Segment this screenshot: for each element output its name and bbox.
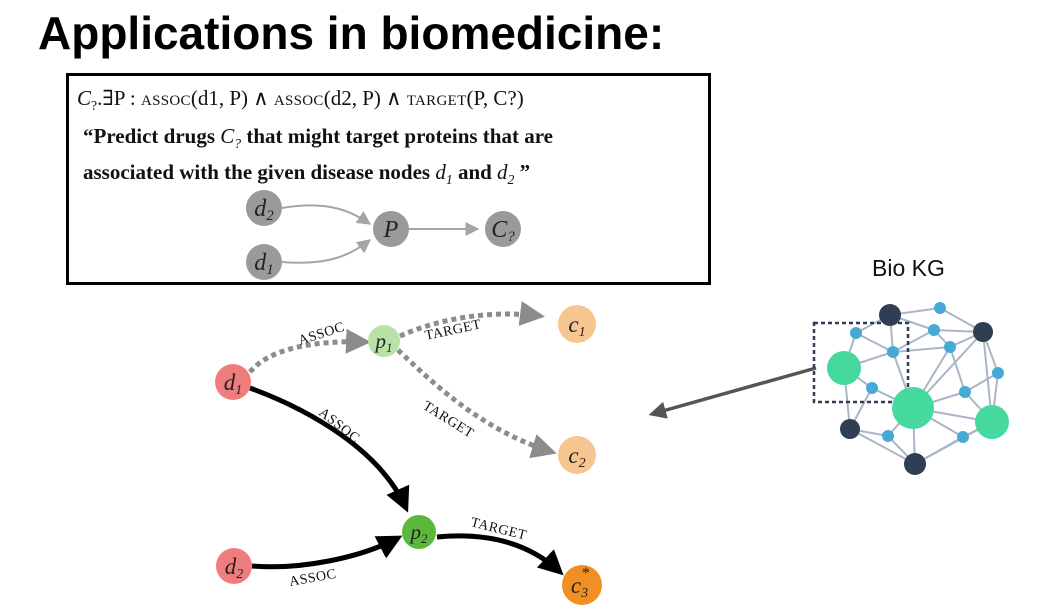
node-p1: p1: [368, 325, 400, 357]
kg-node: [879, 304, 901, 326]
edge-p1-c2: [396, 348, 557, 459]
query-description: “Predict drugs C? that might target prot…: [83, 124, 553, 188]
kg-node: [892, 387, 934, 429]
kg-node: [882, 430, 894, 442]
kg-node: [887, 346, 899, 358]
kg-node: [928, 324, 940, 336]
query-edge-d1-p: [281, 239, 372, 264]
kg-node: [944, 341, 956, 353]
svg-text:c1: c1: [568, 312, 585, 340]
node-c2: c2: [558, 436, 596, 474]
edge-d1-p1: [248, 328, 371, 374]
kg-node: [840, 419, 860, 439]
kg-node: [973, 322, 993, 342]
kg-node: [959, 386, 971, 398]
query-node-p: P: [373, 211, 409, 247]
node-p2: p2: [402, 515, 436, 549]
kg-node: [957, 431, 969, 443]
query-formula: C?.∃P : assoc(d1, P) ∧ assoc(d2, P) ∧ ta…: [77, 86, 524, 114]
svg-text:d1: d1: [254, 250, 274, 278]
edge-p2-c3: [436, 533, 564, 576]
kg-node: [866, 382, 878, 394]
kg-node: [992, 367, 1004, 379]
svg-text:P: P: [383, 217, 399, 243]
kg-node: [975, 405, 1009, 439]
bio-kg-label: Bio KG: [872, 255, 945, 281]
node-c1: c1: [558, 305, 596, 343]
kg-link-arrow: [648, 366, 817, 419]
kg-node: [827, 351, 861, 385]
kg-node: [904, 453, 926, 475]
label-d1-p1: ASSOC: [297, 320, 347, 349]
query-edge-d2-p: [281, 204, 372, 225]
node-d1: d1: [215, 364, 251, 400]
kg-node: [850, 327, 862, 339]
kg-node: [934, 302, 946, 314]
kg-selection-box: [812, 321, 910, 404]
query-node-d2: d2: [246, 190, 282, 226]
svg-text:C?: C?: [491, 217, 515, 245]
node-d2: d2: [216, 548, 252, 584]
svg-text:p2: p2: [409, 520, 429, 546]
query-node-d1: d1: [246, 244, 282, 280]
node-c3: c3*: [562, 565, 602, 605]
label-d2-p2: ASSOC: [288, 567, 338, 590]
label-d1-p2: ASSOC: [316, 405, 363, 446]
svg-text:d2: d2: [254, 196, 274, 224]
slide-title: Applications in biomedicine:: [38, 7, 665, 59]
svg-text:c3*: c3*: [571, 565, 589, 601]
query-box: C?.∃P : assoc(d1, P) ∧ assoc(d2, P) ∧ ta…: [66, 73, 711, 285]
svg-text:d1: d1: [224, 370, 243, 398]
edge-d2-p2: [251, 535, 403, 570]
svg-text:d2: d2: [225, 554, 244, 582]
query-graph: d2 d1 P C?: [246, 190, 521, 280]
svg-text:p1: p1: [374, 329, 393, 355]
reasoning-graph: ASSOC TARGET TARGET ASSOC ASSOC TARGET d…: [215, 301, 602, 605]
bio-kg-network: [812, 302, 1009, 475]
label-p1-c2: TARGET: [420, 399, 476, 442]
svg-text:c2: c2: [568, 443, 585, 471]
edge-p1-c1: [398, 301, 545, 339]
edge-d1-p2: [249, 385, 410, 513]
query-node-c: C?: [485, 211, 521, 247]
